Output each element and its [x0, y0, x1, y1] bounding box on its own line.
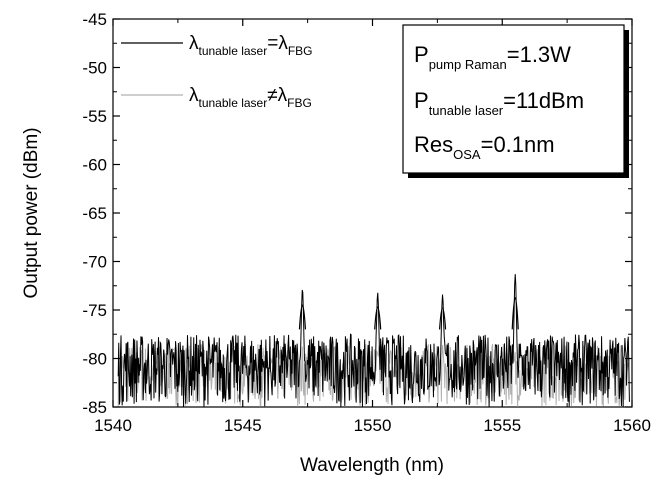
annotation-line-osa-resolution: ResOSA=0.1nm	[414, 132, 555, 162]
legend-label-series-1: λtunable laser=λFBG	[189, 33, 313, 58]
y-tick-label: -75	[82, 301, 107, 320]
peak-point	[511, 297, 519, 330]
series-layer	[117, 274, 630, 408]
x-tick-label: 1560	[613, 416, 651, 435]
annotation-line-pump-power: Ppump Raman=1.3W	[414, 42, 571, 72]
y-tick-label: -80	[82, 350, 107, 369]
y-tick-label: -65	[82, 204, 107, 223]
legend: λtunable laser=λFBG λtunable laser≠λFBG	[121, 33, 313, 110]
x-axis-title: Wavelength (nm)	[300, 455, 444, 476]
annotation-line-laser-power: Ptunable laser=11dBm	[414, 88, 584, 118]
peak-point	[374, 306, 382, 330]
y-tick-label: -60	[82, 156, 107, 175]
x-tick-label: 1550	[354, 416, 392, 435]
y-axis-ticks: -85 -80 -75 -70 -65 -60 -55 -50 -45	[82, 10, 632, 417]
x-axis-ticks: 1540 1545 1550 1555 1560	[94, 19, 651, 435]
peak-point	[298, 304, 307, 330]
y-axis-title: Output power (dBm)	[21, 127, 42, 298]
y-tick-label: -50	[82, 59, 107, 78]
x-tick-label: 1545	[224, 416, 262, 435]
x-tick-label: 1555	[483, 416, 521, 435]
series-line-1	[117, 274, 630, 407]
peak-point	[438, 307, 447, 330]
y-tick-label: -85	[82, 398, 107, 417]
annotation-box: Ppump Raman=1.3W Ptunable laser=11dBm Re…	[402, 24, 629, 178]
legend-label-series-2: λtunable laser≠λFBG	[189, 85, 312, 110]
y-tick-label: -45	[82, 10, 107, 29]
annotation-box-frame	[402, 24, 625, 174]
y-tick-label: -55	[82, 107, 107, 126]
peak-layer	[298, 297, 519, 330]
y-tick-label: -70	[82, 253, 107, 272]
x-tick-label: 1540	[94, 416, 132, 435]
